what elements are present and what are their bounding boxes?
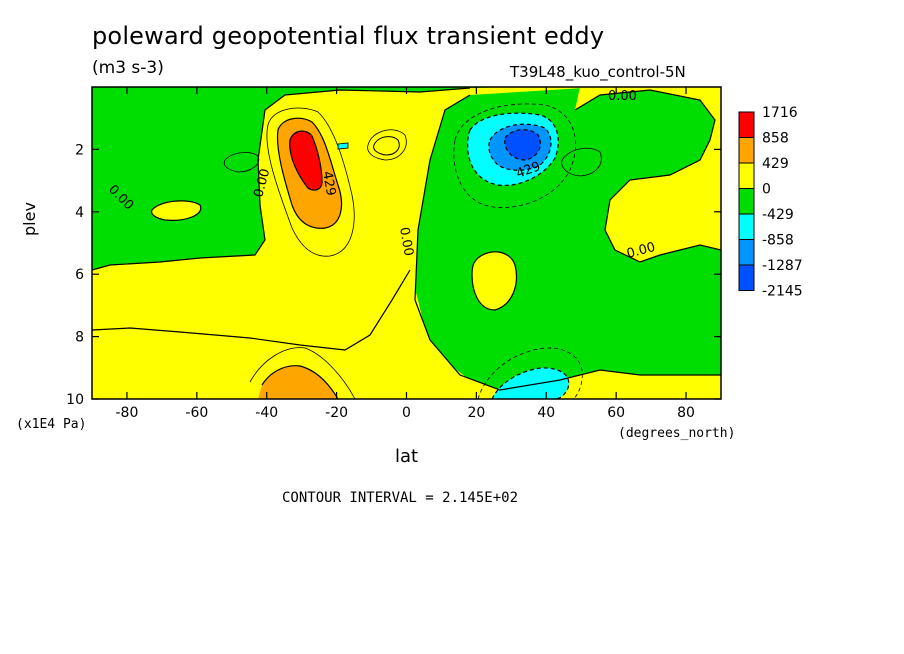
contour-zero-left-blob xyxy=(150,200,202,221)
x-tick-label: -80 xyxy=(116,405,139,421)
contour-label: 0.00 xyxy=(625,240,657,262)
region-cyan-tiny xyxy=(337,142,349,150)
region-orange-lower xyxy=(258,365,338,399)
contour-neg-1287-upper xyxy=(504,129,541,161)
colorbar-swatch xyxy=(738,239,755,266)
contour-zero-mid-blob xyxy=(471,251,517,311)
contour-neg-429-upper xyxy=(467,112,559,187)
x-tick-label: 20 xyxy=(467,405,485,421)
x-tick-label: -20 xyxy=(325,405,348,421)
region-yellow-right xyxy=(575,87,721,262)
contour-label: 0.00 xyxy=(251,167,273,199)
contour-zero-lower xyxy=(92,269,411,351)
region-yellow-lower-left xyxy=(92,270,470,399)
contour-zero-left xyxy=(92,87,471,271)
x-tick-label: -60 xyxy=(185,405,208,421)
y-tick-label: 2 xyxy=(75,142,84,158)
colorbar-swatch xyxy=(738,188,755,215)
x-axis-label: lat xyxy=(395,446,419,467)
x-tick-label: -40 xyxy=(255,405,278,421)
x-axis-ticks: -80 -60 -40 -20 0 20 40 60 80 xyxy=(116,87,695,421)
contour-neg-215-lower xyxy=(477,347,583,399)
plot-title: poleward geopotential flux transient edd… xyxy=(92,22,605,50)
contour-zero-right xyxy=(574,89,721,263)
contour-label: 0.00 xyxy=(608,89,637,104)
colorbar-label: 1716 xyxy=(762,105,798,121)
contour-zero-center xyxy=(414,94,721,391)
y-tick-label: 10 xyxy=(66,392,84,408)
colorbar-swatch xyxy=(738,213,755,240)
contour-215-upper xyxy=(266,107,355,257)
contour-interval-label: CONTOUR INTERVAL = 2.145E+02 xyxy=(282,490,519,506)
colorbar-swatch xyxy=(738,111,755,138)
plot-units: (m3 s-3) xyxy=(92,58,164,78)
contour-215-small xyxy=(367,129,407,161)
region-yellow-mid-blob xyxy=(472,251,517,310)
x-tick-label: 40 xyxy=(537,405,555,421)
contour-429-lower xyxy=(261,365,339,399)
y-axis-ticks: 2 4 6 8 10 xyxy=(66,142,721,408)
colorbar-label: -858 xyxy=(762,233,794,249)
contour-858-upper xyxy=(289,130,323,191)
y-tick-label: 4 xyxy=(75,205,84,221)
contour-label: 429 xyxy=(319,170,338,197)
region-cyan-lower xyxy=(492,367,569,399)
contour-neg-858-upper xyxy=(488,123,552,171)
contour-neg-215-upper xyxy=(453,103,576,208)
colorbar-label: -2145 xyxy=(762,284,803,300)
contour-429-upper xyxy=(276,117,343,229)
region-yellow-central xyxy=(92,87,721,399)
x-tick-label: 60 xyxy=(607,405,625,421)
contour-215-lower xyxy=(249,347,356,399)
colorbar-swatch xyxy=(738,162,755,189)
colorbar-label: 429 xyxy=(762,156,789,172)
y-axis-label: plev xyxy=(20,202,39,236)
region-blue-min xyxy=(504,129,541,160)
contour-215-left xyxy=(223,152,260,173)
colorbar-label: 0 xyxy=(762,182,771,198)
colorbar-label: 858 xyxy=(762,131,789,147)
colorbar: 1716 858 429 0 -429 -858 -1287 -2145 xyxy=(738,105,803,300)
x-axis-units: (degrees_north) xyxy=(618,426,736,441)
y-tick-label: 6 xyxy=(75,267,84,283)
y-axis-units: (x1E4 Pa) xyxy=(16,417,87,432)
colorbar-label: -429 xyxy=(762,207,794,223)
region-yellow-small xyxy=(373,136,400,156)
experiment-name: T39L48_kuo_control-5N xyxy=(510,63,686,81)
colorbar-swatch xyxy=(738,137,755,164)
contour-label: 0.00 xyxy=(396,226,416,257)
colorbar-label: -1287 xyxy=(762,258,803,274)
region-yellow-left-blob xyxy=(151,200,201,221)
region-red-max xyxy=(289,131,322,190)
y-tick-label: 8 xyxy=(75,330,84,346)
x-tick-label: 80 xyxy=(677,405,695,421)
x-tick-label: 0 xyxy=(402,405,411,421)
contour-215-right xyxy=(561,147,602,177)
colorbar-swatch xyxy=(738,264,755,291)
